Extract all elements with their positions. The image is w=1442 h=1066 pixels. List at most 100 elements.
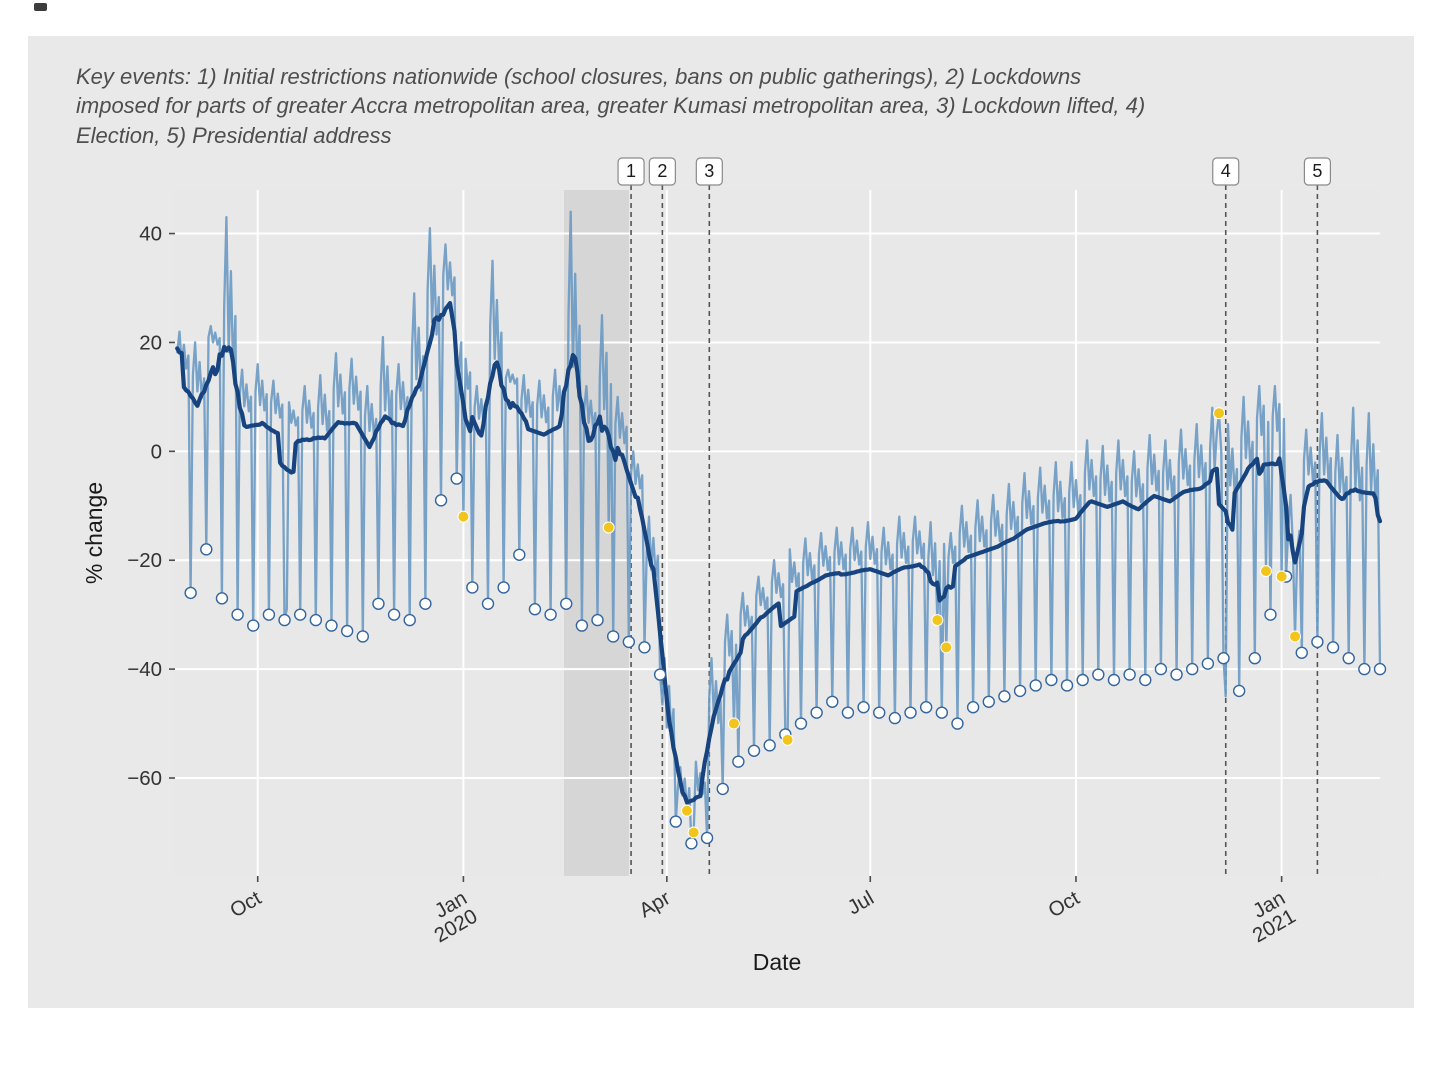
weekly-low-marker xyxy=(966,700,980,714)
event-label-box xyxy=(648,157,676,186)
weekly-low-marker xyxy=(1170,668,1183,681)
weekly-low-marker xyxy=(622,635,636,648)
weekly-low-marker xyxy=(763,738,776,752)
weekly-low-marker xyxy=(888,711,902,725)
weekly-low-marker xyxy=(325,619,338,632)
weekly-low-marker xyxy=(387,608,401,621)
holiday-marker xyxy=(1259,564,1272,577)
weekly-low-marker xyxy=(356,629,369,643)
weekly-low-marker xyxy=(1186,662,1199,676)
weekly-low-marker xyxy=(403,613,416,627)
holiday-marker xyxy=(457,510,470,523)
weekly-low-marker xyxy=(184,586,197,599)
weekly-low-marker xyxy=(606,629,620,643)
weekly-low-marker xyxy=(215,591,229,605)
weekly-low-marker xyxy=(560,597,573,610)
weekly-low-marker xyxy=(1045,673,1058,686)
weekly-low-marker xyxy=(700,831,714,844)
mobility-chart-figure: Key events: 1) Initial restrictions nati… xyxy=(28,36,1414,1008)
weekly-low-marker xyxy=(231,608,244,621)
y-tick-label: 0 xyxy=(151,440,162,463)
weekly-low-marker xyxy=(262,608,276,621)
holiday-marker xyxy=(687,826,700,839)
mobility-chart: 1 2 3 4 5 40 20 0 −20 −40 −60 Oct Jan2020 Apr Jul Oct Ja… xyxy=(81,157,1387,975)
chart-generated-layer: 1 2 3 4 5 40 20 0 −20 −40 −60 Oct Jan2020 Apr Jul Oct Ja… xyxy=(127,157,1387,947)
weekly-low-marker xyxy=(450,472,463,485)
weekly-low-marker xyxy=(466,580,479,594)
chart-caption: Key events: 1) Initial restrictions nati… xyxy=(76,64,1146,148)
weekly-low-marker xyxy=(591,613,604,627)
weekly-low-marker xyxy=(1248,651,1262,665)
holiday-marker xyxy=(1275,570,1288,583)
weekly-low-marker xyxy=(653,668,667,681)
event-label-box xyxy=(1303,157,1332,186)
weekly-low-marker xyxy=(1201,657,1215,670)
weekly-low-marker xyxy=(857,700,870,714)
weekly-low-marker xyxy=(247,619,260,632)
weekly-low-marker xyxy=(873,706,886,719)
weekly-low-marker xyxy=(544,608,557,621)
weekly-low-marker xyxy=(685,836,698,850)
weekly-low-marker xyxy=(669,815,682,828)
x-tick-label: Oct xyxy=(1044,886,1083,922)
weekly-low-marker xyxy=(826,695,839,708)
weekly-low-marker xyxy=(982,695,995,708)
x-axis-label: Date xyxy=(753,949,802,975)
event-label: 2 xyxy=(657,161,667,181)
weekly-low-marker xyxy=(716,782,729,795)
weekly-low-marker xyxy=(1342,651,1355,665)
x-tick-label: Jan2021 xyxy=(1238,886,1299,947)
weekly-low-marker xyxy=(1311,635,1324,648)
weekly-low-marker xyxy=(841,706,855,719)
y-axis-label: % change xyxy=(81,482,107,584)
weekly-low-marker xyxy=(935,706,949,719)
weekly-low-marker xyxy=(528,602,542,616)
weekly-low-marker xyxy=(481,597,495,610)
weekly-low-marker xyxy=(794,717,808,730)
x-tick-label: Oct xyxy=(226,886,265,922)
event-label: 4 xyxy=(1221,161,1231,181)
x-tick-label: Apr xyxy=(635,886,674,922)
weekly-low-marker xyxy=(372,597,385,610)
weekly-low-marker xyxy=(513,548,526,561)
holiday-marker xyxy=(727,717,740,730)
event-label-box xyxy=(1212,157,1240,186)
holiday-marker xyxy=(931,613,944,626)
weekly-low-marker xyxy=(1029,678,1042,692)
weekly-low-marker xyxy=(1358,662,1371,676)
weekly-low-marker xyxy=(1060,678,1074,692)
weekly-low-marker xyxy=(575,619,589,632)
weekly-low-marker xyxy=(919,700,933,714)
y-tick-label: −20 xyxy=(127,549,162,572)
panel-background xyxy=(175,189,1380,876)
weekly-low-marker xyxy=(747,744,761,757)
weekly-low-marker xyxy=(810,706,823,719)
screen-artifact xyxy=(34,3,47,11)
weekly-low-marker xyxy=(200,542,213,556)
weekly-low-marker xyxy=(998,689,1011,703)
weekly-low-marker xyxy=(1076,673,1089,686)
weekly-low-marker xyxy=(1264,608,1277,621)
weekly-low-marker xyxy=(638,640,651,654)
x-tick-label: Jul xyxy=(844,886,878,919)
weekly-low-marker xyxy=(951,717,964,730)
holiday-marker xyxy=(1289,630,1302,643)
weekly-low-marker xyxy=(1295,646,1308,659)
daily-series-line xyxy=(176,210,1382,845)
weekly-low-marker xyxy=(278,613,291,627)
weekly-low-marker xyxy=(293,608,307,621)
weekly-low-marker xyxy=(732,755,745,768)
holiday-marker xyxy=(781,733,794,746)
x-tick-label: Jan2020 xyxy=(420,886,481,947)
weekly-low-marker xyxy=(1092,668,1105,681)
rolling-average-line xyxy=(175,300,1383,805)
weekly-low-marker xyxy=(434,493,448,507)
weekly-low-marker xyxy=(1326,640,1340,654)
weekly-low-marker xyxy=(497,580,510,594)
event-label: 1 xyxy=(626,161,636,181)
event-label-box xyxy=(695,157,723,186)
holiday-marker xyxy=(602,521,615,534)
weekly-low-marker xyxy=(1373,662,1387,676)
weekly-low-marker xyxy=(1217,651,1230,665)
holiday-marker xyxy=(680,804,693,817)
